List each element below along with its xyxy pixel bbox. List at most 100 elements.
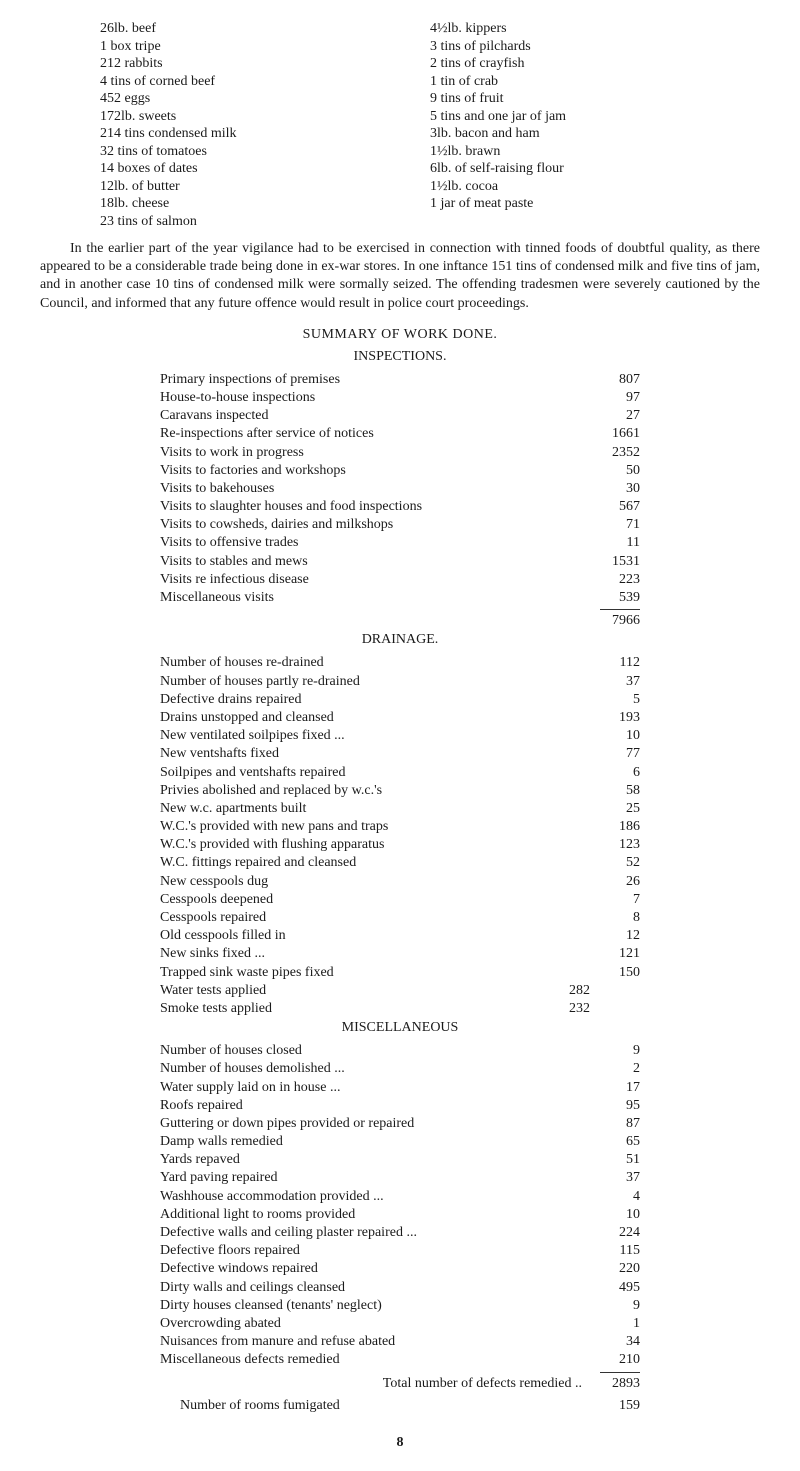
stat-value: 30 [590, 480, 640, 498]
stat-label: W.C.'s provided with flushing apparatus [160, 836, 590, 854]
right-list-item: 9 tins of fruit [430, 90, 760, 108]
stat-value: 115 [590, 1242, 640, 1260]
stat-label: Water supply laid on in house ... [160, 1079, 590, 1097]
stat-row: Number of houses closed9 [160, 1042, 640, 1060]
stat-label: Defective drains repaired [160, 691, 590, 709]
stat-row: Overcrowding abated1 [160, 1315, 640, 1333]
stat-label: Defective floors repaired [160, 1242, 590, 1260]
stat-row: W.C. fittings repaired and cleansed52 [160, 854, 640, 872]
stat-value: 7 [590, 891, 640, 909]
stat-value: 10 [590, 727, 640, 745]
stat-mid-value: 232 [540, 1000, 590, 1018]
stat-label: Primary inspections of premises [160, 371, 590, 389]
page-number: 8 [40, 1435, 760, 1451]
left-list-item: 212 rabbits [100, 55, 430, 73]
stat-value: 210 [590, 1351, 640, 1369]
rooms-fumigated-label: Number of rooms fumigated [160, 1397, 590, 1415]
stat-row: Washhouse accommodation provided ...4 [160, 1188, 640, 1206]
stat-row: New cesspools dug26 [160, 873, 640, 891]
stat-row: Primary inspections of premises807 [160, 371, 640, 389]
inspections-table: Primary inspections of premises807House-… [160, 371, 640, 607]
right-list-item: 1½lb. brawn [430, 143, 760, 161]
stat-label: Washhouse accommodation provided ... [160, 1188, 590, 1206]
stat-value: 95 [590, 1097, 640, 1115]
right-list-item: 1 tin of crab [430, 73, 760, 91]
stat-label: Soilpipes and ventshafts repaired [160, 764, 590, 782]
stat-row: Water supply laid on in house ...17 [160, 1079, 640, 1097]
stat-row: New ventshafts fixed77 [160, 745, 640, 763]
stat-label: Trapped sink waste pipes fixed [160, 964, 590, 982]
total-defects-value: 2893 [590, 1375, 640, 1393]
stat-label: New w.c. apartments built [160, 800, 590, 818]
vigilance-paragraph: In the earlier part of the year vigilanc… [40, 240, 760, 313]
stat-row: Defective drains repaired5 [160, 691, 640, 709]
stat-value: 4 [590, 1188, 640, 1206]
stat-label: Damp walls remedied [160, 1133, 590, 1151]
stat-label: Drains unstopped and cleansed [160, 709, 590, 727]
stat-label: Caravans inspected [160, 407, 590, 425]
stat-row: Trapped sink waste pipes fixed150 [160, 964, 640, 982]
stat-label: Miscellaneous defects remedied [160, 1351, 590, 1369]
stat-row: Number of houses demolished ...2 [160, 1060, 640, 1078]
stat-value: 27 [590, 407, 640, 425]
stat-row: Defective walls and ceiling plaster repa… [160, 1224, 640, 1242]
stat-value: 1661 [590, 425, 640, 443]
stat-label: W.C.'s provided with new pans and traps [160, 818, 590, 836]
stat-value: 11 [590, 534, 640, 552]
left-list-item: 18lb. cheese [100, 195, 430, 213]
stat-value: 34 [590, 1333, 640, 1351]
inspections-total-row: 7966 [160, 609, 640, 630]
rooms-fumigated-value: 159 [590, 1397, 640, 1415]
left-list-item: 4 tins of corned beef [100, 73, 430, 91]
stat-value: 58 [590, 782, 640, 800]
stat-row: Visits to bakehouses30 [160, 480, 640, 498]
stat-row: Caravans inspected27 [160, 407, 640, 425]
stat-row: Number of houses re-drained112 [160, 654, 640, 672]
stat-value: 223 [590, 571, 640, 589]
stat-row: Miscellaneous defects remedied210 [160, 1351, 640, 1369]
stat-label: New sinks fixed ... [160, 945, 590, 963]
stat-value: 186 [590, 818, 640, 836]
stat-label: New ventshafts fixed [160, 745, 590, 763]
right-list-item: 2 tins of crayfish [430, 55, 760, 73]
stat-row: Visits to stables and mews1531 [160, 553, 640, 571]
stat-row: Yard paving repaired37 [160, 1169, 640, 1187]
stat-value: 52 [590, 854, 640, 872]
left-list-item: 1 box tripe [100, 38, 430, 56]
stat-value: 37 [590, 1169, 640, 1187]
stat-value [590, 1000, 640, 1018]
stat-label: Water tests applied [160, 982, 540, 1000]
misc-table: Number of houses closed9Number of houses… [160, 1042, 640, 1369]
stat-row: Dirty houses cleansed (tenants' neglect)… [160, 1297, 640, 1315]
stat-row: Cesspools repaired8 [160, 909, 640, 927]
right-list-item: 1 jar of meat paste [430, 195, 760, 213]
stat-row: Cesspools deepened7 [160, 891, 640, 909]
stat-row: W.C.'s provided with flushing apparatus1… [160, 836, 640, 854]
stat-row: Soilpipes and ventshafts repaired6 [160, 764, 640, 782]
stat-value: 6 [590, 764, 640, 782]
stat-value: 37 [590, 673, 640, 691]
stat-row: Number of houses partly re-drained37 [160, 673, 640, 691]
stat-value: 26 [590, 873, 640, 891]
left-list-item: 214 tins condensed milk [100, 125, 430, 143]
stat-value: 97 [590, 389, 640, 407]
total-defects-row: Total number of defects remedied .. 2893… [160, 1372, 640, 1415]
stat-row: Damp walls remedied65 [160, 1133, 640, 1151]
right-list-item: 5 tins and one jar of jam [430, 108, 760, 126]
stat-label: Defective windows repaired [160, 1260, 590, 1278]
stat-row: New sinks fixed ...121 [160, 945, 640, 963]
stat-row: Visits re infectious disease223 [160, 571, 640, 589]
stat-row: Guttering or down pipes provided or repa… [160, 1115, 640, 1133]
stat-label: Defective walls and ceiling plaster repa… [160, 1224, 590, 1242]
stat-row: Old cesspools filled in12 [160, 927, 640, 945]
stat-row: Visits to cowsheds, dairies and milkshop… [160, 516, 640, 534]
stat-row: House-to-house inspections97 [160, 389, 640, 407]
stat-label: Nuisances from manure and refuse abated [160, 1333, 590, 1351]
stat-row: Visits to offensive trades11 [160, 534, 640, 552]
stat-label: Visits to slaughter houses and food insp… [160, 498, 590, 516]
left-list-item: 23 tins of salmon [100, 213, 430, 231]
right-list-item: 3 tins of pilchards [430, 38, 760, 56]
stat-value: 5 [590, 691, 640, 709]
stat-label: Yards repaved [160, 1151, 590, 1169]
drainage-title: DRAINAGE. [40, 632, 760, 648]
